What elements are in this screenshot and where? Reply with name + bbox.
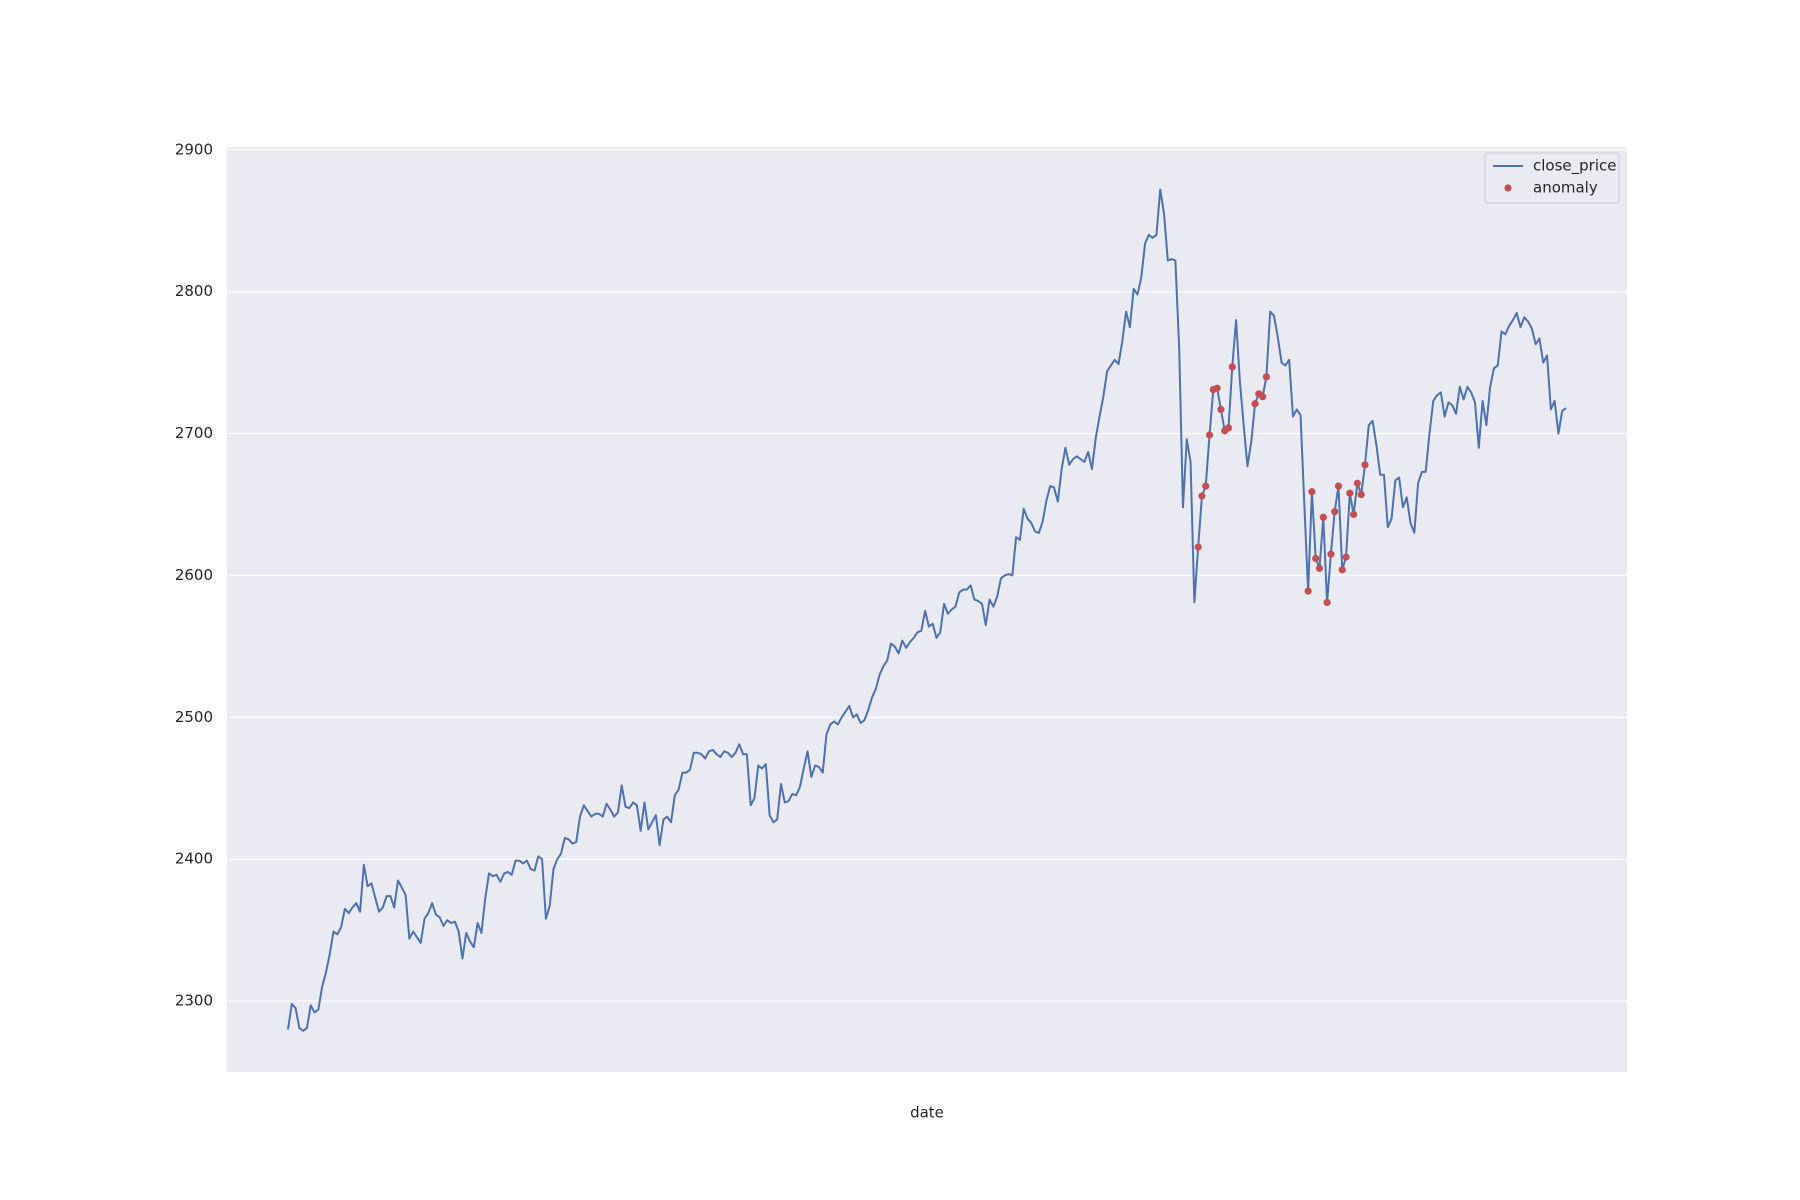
anomaly-point xyxy=(1361,461,1369,469)
anomaly-point xyxy=(1327,550,1335,558)
x-axis-label: date xyxy=(910,1104,944,1122)
anomaly-point xyxy=(1304,587,1312,595)
anomaly-point xyxy=(1217,405,1225,414)
anomaly-point xyxy=(1308,488,1316,496)
anomaly-point xyxy=(1334,482,1343,490)
anomaly-point xyxy=(1350,510,1358,519)
anomaly-point xyxy=(1338,566,1346,574)
anomaly-point xyxy=(1213,384,1221,392)
y-tick-label: 2900 xyxy=(175,140,213,158)
anomaly-point xyxy=(1202,482,1210,490)
y-tick-label: 2300 xyxy=(175,992,213,1010)
anomaly-point xyxy=(1319,513,1327,521)
legend-label: anomaly xyxy=(1533,179,1598,197)
anomaly-point xyxy=(1198,492,1206,500)
anomaly-point xyxy=(1194,543,1202,551)
anomaly-point xyxy=(1357,490,1365,499)
y-tick-label: 2700 xyxy=(175,424,213,442)
anomaly-point xyxy=(1251,400,1259,408)
anomaly-point xyxy=(1224,424,1233,432)
anomaly-point xyxy=(1315,564,1324,572)
anomaly-point xyxy=(1323,598,1331,607)
anomaly-point xyxy=(1353,479,1362,487)
legend-label: close_price xyxy=(1533,157,1616,176)
y-tick-label: 2600 xyxy=(175,566,213,584)
y-tick-label: 2400 xyxy=(175,850,213,868)
legend-swatch xyxy=(1504,184,1512,192)
y-tick-label: 2800 xyxy=(175,282,213,300)
anomaly-point xyxy=(1346,489,1354,497)
anomaly-point xyxy=(1331,508,1339,516)
anomaly-point xyxy=(1312,554,1320,563)
anomaly-point xyxy=(1228,363,1236,371)
y-tick-label: 2500 xyxy=(175,708,213,726)
plot-area xyxy=(227,147,1627,1072)
anomaly-point xyxy=(1205,431,1214,439)
anomaly-point xyxy=(1259,393,1267,401)
anomaly-point xyxy=(1342,553,1350,561)
anomaly-point xyxy=(1262,373,1271,381)
